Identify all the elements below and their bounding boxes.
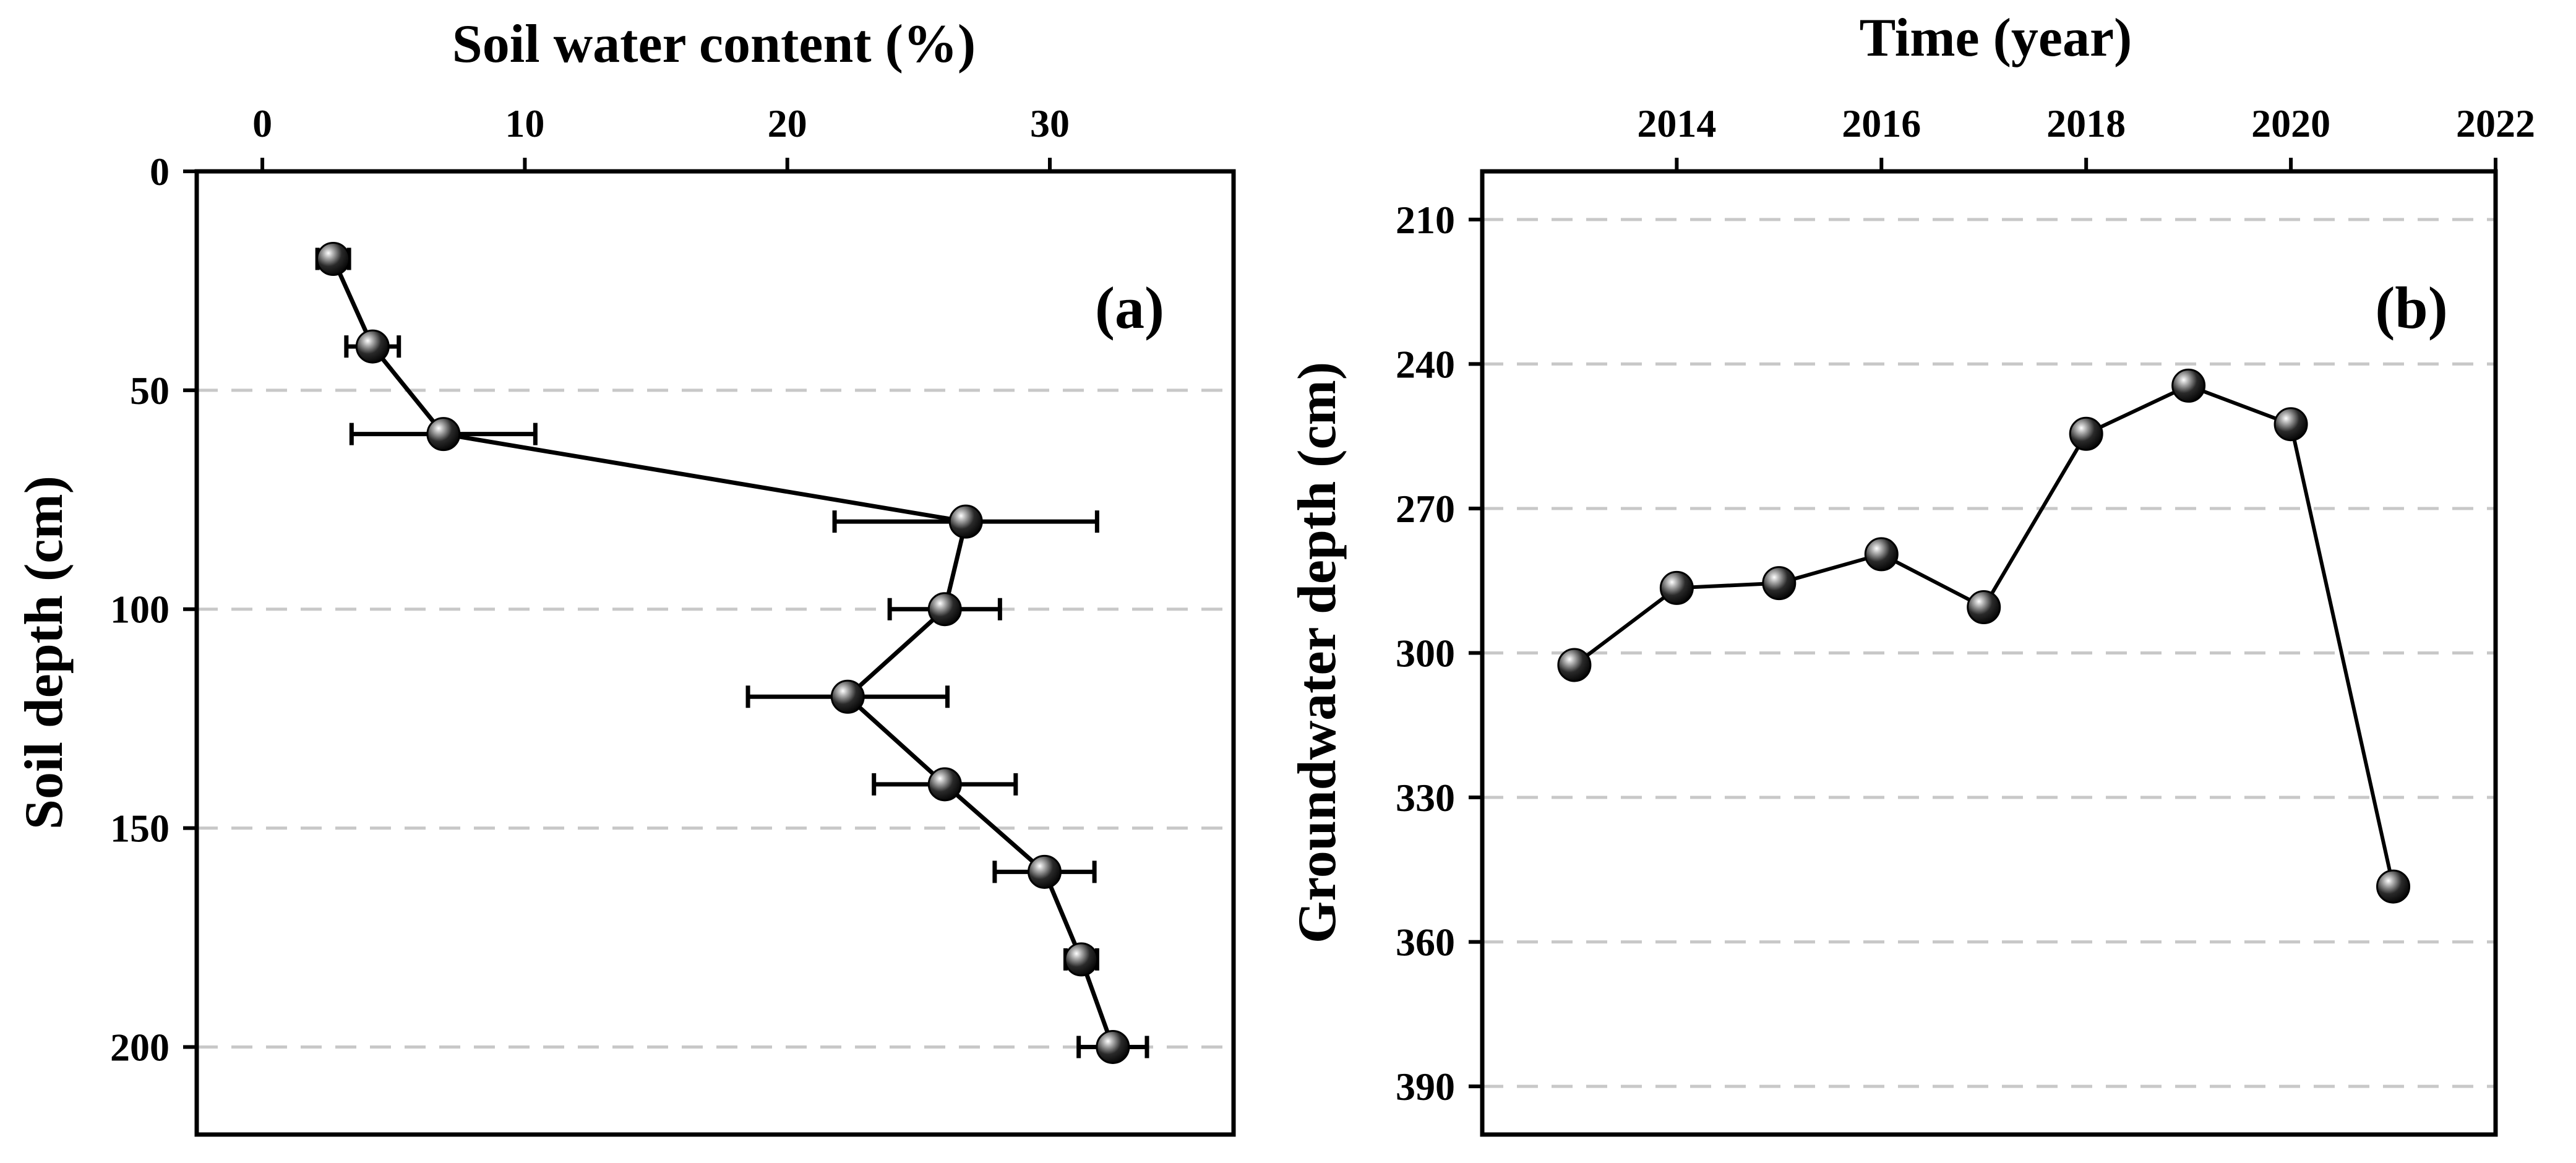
xtick-label-a-20: 20: [768, 101, 807, 145]
xtick-label-b-2022: 2022: [2456, 101, 2535, 145]
panel-b-grid: [1482, 218, 2496, 1088]
ytick-label-b-210: 210: [1396, 198, 1455, 242]
ytick-label-a-50: 50: [130, 369, 170, 413]
panel-b: 210 240 270 300 330 360 390 2014 2016 2018 2020 202…: [1287, 8, 2535, 1137]
xtick-label-b-2018: 2018: [2046, 101, 2126, 145]
panel-a: 0 50 100 150 200 0 10 20 30 Soil water content (…: [14, 14, 1236, 1137]
panel-a-ticks: 0 50 100 150 200 0 10 20 30: [110, 101, 1070, 1069]
data-point-a-160: [1028, 854, 1062, 889]
data-point-b-2017: [1967, 590, 2001, 625]
data-point-a-100: [927, 592, 962, 627]
ytick-label-b-330: 330: [1396, 776, 1455, 820]
xtick-label-a-30: 30: [1030, 101, 1070, 145]
data-point-b-2013: [1557, 648, 1592, 682]
panel-b-ticks: 210 240 270 300 330 360 390 2014 2016 2018 2020 202…: [1396, 101, 2535, 1109]
data-point-a-20: [316, 242, 351, 277]
ytick-label-a-100: 100: [110, 588, 170, 632]
ytick-label-b-300: 300: [1396, 632, 1455, 676]
panel-a-series: [315, 242, 1149, 1064]
xtick-label-a-0: 0: [252, 101, 272, 145]
panel-b-xlabel: Time (year): [1860, 8, 2132, 68]
xtick-label-a-10: 10: [505, 101, 544, 145]
ytick-label-b-390: 390: [1396, 1065, 1455, 1109]
data-point-a-40: [355, 329, 390, 364]
ytick-label-b-240: 240: [1396, 342, 1455, 386]
panel-b-series: [1557, 368, 2411, 904]
ytick-label-a-0: 0: [150, 150, 170, 194]
panel-a-ylabel: Soil depth (cm): [14, 476, 74, 830]
panel-a-xlabel: Soil water content (%): [452, 14, 976, 74]
data-point-b-2019: [2171, 368, 2206, 403]
data-point-b-2018: [2069, 416, 2103, 451]
data-point-b-2015: [1762, 566, 1797, 601]
ytick-label-b-270: 270: [1396, 487, 1455, 531]
ytick-label-b-360: 360: [1396, 921, 1455, 964]
data-point-a-60: [426, 417, 461, 452]
ytick-label-a-150: 150: [110, 807, 170, 851]
data-point-b-2020: [2273, 407, 2308, 442]
data-point-b-2014: [1659, 570, 1694, 605]
xtick-label-b-2020: 2020: [2251, 101, 2330, 145]
data-point-a-140: [927, 767, 962, 802]
series-line-b: [1573, 384, 2395, 887]
data-point-a-120: [830, 679, 865, 714]
panel-b-ylabel: Groundwater depth (cm): [1287, 362, 1347, 943]
data-point-a-180: [1064, 942, 1099, 977]
series-line-a: [331, 258, 1115, 1048]
ytick-label-a-200: 200: [110, 1025, 170, 1069]
panel-b-label: (b): [2375, 275, 2447, 341]
xtick-label-b-2016: 2016: [1842, 101, 1921, 145]
panel-a-label: (a): [1095, 275, 1164, 341]
panel-a-frame: [194, 169, 1236, 1137]
data-point-a-200: [1096, 1029, 1130, 1064]
xtick-label-b-2014: 2014: [1637, 101, 1716, 145]
data-point-a-80: [948, 504, 983, 539]
data-point-b-2021: [2376, 869, 2411, 904]
data-point-b-2016: [1864, 537, 1899, 572]
